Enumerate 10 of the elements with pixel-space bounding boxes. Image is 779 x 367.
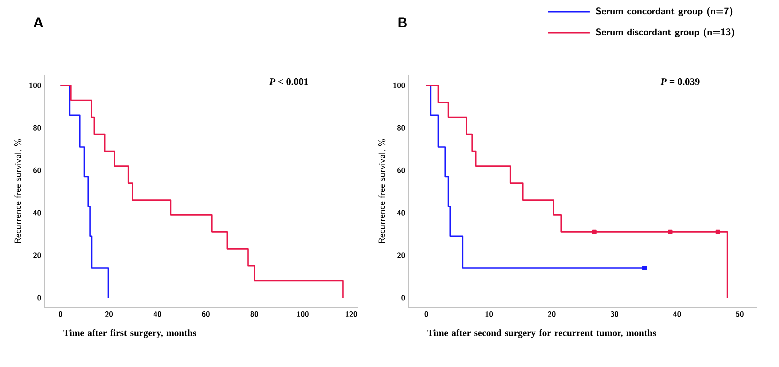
y-axis-title: Recurrence free survival, % — [378, 139, 386, 244]
y-axis-title: Recurrence free survival, % — [14, 139, 22, 244]
annotation: P < 0.001 — [269, 78, 308, 86]
chart-title: A — [34, 18, 44, 28]
x-axis-title: Time after first surgery, months — [64, 330, 196, 338]
x-axis-title: Time after second surgery for recurrent tumor, months — [428, 330, 656, 338]
chart-title: B — [398, 18, 407, 28]
annotation: P = 0.039 — [660, 78, 700, 86]
legend-label: Serum concordant group (n=7) — [596, 7, 733, 17]
legend-label: Serum discordant group (n=13) — [596, 28, 734, 38]
